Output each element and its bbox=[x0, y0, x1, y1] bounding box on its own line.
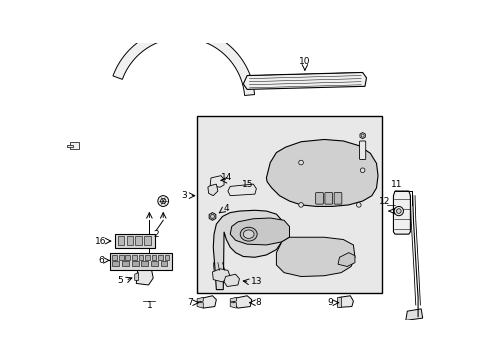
Bar bbox=[112, 261, 119, 266]
Bar bbox=[119, 255, 123, 260]
Bar bbox=[158, 255, 163, 260]
Text: 16: 16 bbox=[95, 237, 106, 246]
Bar bbox=[164, 255, 169, 260]
Text: 11: 11 bbox=[390, 180, 402, 189]
Polygon shape bbox=[113, 28, 254, 95]
Polygon shape bbox=[70, 142, 79, 149]
Bar bbox=[132, 255, 136, 260]
Circle shape bbox=[396, 209, 400, 213]
Polygon shape bbox=[266, 139, 377, 206]
Polygon shape bbox=[276, 237, 354, 276]
Bar bbox=[135, 237, 142, 245]
Text: 2: 2 bbox=[153, 230, 159, 239]
Circle shape bbox=[210, 215, 214, 219]
Text: 6: 6 bbox=[98, 256, 103, 265]
Polygon shape bbox=[197, 297, 203, 302]
Circle shape bbox=[298, 203, 303, 207]
Polygon shape bbox=[230, 303, 236, 308]
Bar bbox=[122, 261, 129, 266]
Text: 14: 14 bbox=[221, 174, 232, 183]
Polygon shape bbox=[212, 269, 230, 282]
Text: 7: 7 bbox=[187, 298, 193, 307]
Text: 1: 1 bbox=[146, 301, 152, 310]
Polygon shape bbox=[227, 184, 256, 195]
Polygon shape bbox=[359, 132, 365, 139]
Text: 5: 5 bbox=[117, 276, 122, 285]
Ellipse shape bbox=[243, 230, 254, 238]
Polygon shape bbox=[136, 266, 153, 285]
Bar bbox=[145, 255, 149, 260]
Bar bbox=[144, 237, 150, 245]
Text: 12: 12 bbox=[378, 197, 389, 206]
Polygon shape bbox=[213, 210, 284, 289]
Circle shape bbox=[298, 160, 303, 165]
Circle shape bbox=[160, 198, 165, 204]
Polygon shape bbox=[337, 253, 354, 266]
Polygon shape bbox=[337, 296, 353, 307]
Polygon shape bbox=[243, 72, 366, 89]
Text: 3: 3 bbox=[181, 191, 186, 200]
Polygon shape bbox=[209, 213, 215, 220]
Bar bbox=[138, 255, 143, 260]
Circle shape bbox=[360, 168, 364, 172]
FancyBboxPatch shape bbox=[315, 193, 323, 204]
Text: 13: 13 bbox=[250, 278, 262, 287]
Polygon shape bbox=[67, 145, 73, 147]
Polygon shape bbox=[230, 218, 289, 245]
Polygon shape bbox=[197, 303, 203, 308]
Text: 8: 8 bbox=[255, 298, 260, 307]
Polygon shape bbox=[207, 184, 218, 195]
Bar bbox=[141, 261, 148, 266]
Polygon shape bbox=[393, 191, 409, 234]
Polygon shape bbox=[199, 296, 216, 308]
Polygon shape bbox=[233, 296, 251, 308]
Ellipse shape bbox=[240, 227, 257, 241]
Bar bbox=[197, 116, 381, 293]
Polygon shape bbox=[230, 297, 236, 302]
Polygon shape bbox=[405, 309, 422, 320]
Bar bbox=[110, 253, 171, 270]
Circle shape bbox=[360, 134, 364, 137]
Bar bbox=[126, 237, 133, 245]
Text: 10: 10 bbox=[299, 57, 310, 66]
Circle shape bbox=[356, 203, 360, 207]
FancyBboxPatch shape bbox=[359, 141, 365, 159]
Bar bbox=[115, 234, 154, 248]
Circle shape bbox=[393, 206, 403, 216]
Bar bbox=[151, 255, 156, 260]
FancyBboxPatch shape bbox=[324, 193, 332, 204]
Polygon shape bbox=[135, 273, 138, 280]
Bar bbox=[151, 261, 158, 266]
FancyBboxPatch shape bbox=[333, 193, 341, 204]
Polygon shape bbox=[224, 274, 239, 287]
Text: 4: 4 bbox=[223, 204, 229, 213]
Bar bbox=[118, 237, 123, 245]
Bar bbox=[112, 255, 117, 260]
Bar bbox=[125, 255, 130, 260]
Bar bbox=[131, 261, 138, 266]
Text: 15: 15 bbox=[242, 180, 253, 189]
Polygon shape bbox=[337, 297, 341, 307]
Text: 9: 9 bbox=[327, 298, 332, 307]
Circle shape bbox=[158, 195, 168, 206]
Polygon shape bbox=[210, 176, 224, 187]
Bar bbox=[160, 261, 167, 266]
